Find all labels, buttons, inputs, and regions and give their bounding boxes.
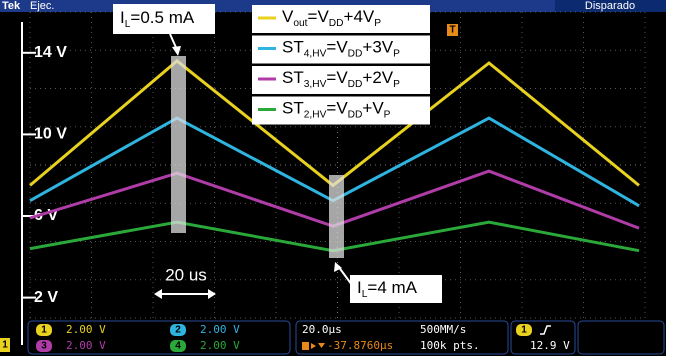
scope-screen: Tek Ejec. Disparado T 1 2 V6 V10 V14 V I… [0,0,676,356]
current-band [171,56,186,233]
subscript: 2,HV [304,109,327,120]
text-part: +V [362,99,384,118]
y-tick-label: 2 V [34,289,58,306]
brand: Tek [2,0,21,12]
channel-id: 4 [175,341,181,352]
trigger-level: 12.9 V [530,339,570,352]
channel-scale: 2.00 V [200,339,240,352]
y-tick-label: 14 V [34,44,67,61]
channel-id: 3 [41,341,47,352]
trigger-channel: 1 [521,325,527,336]
subscript: DD [348,48,363,59]
text-part: =V [326,68,348,87]
timebase: 20.0µs [302,323,342,336]
channel-id: 2 [175,325,181,336]
channel-scale: 2.00 V [66,323,106,336]
subscript: out [293,18,307,29]
channel-scale: 2.00 V [66,339,106,352]
time-scale: 20 us [165,265,207,284]
y-tick-label: 10 V [34,126,67,143]
subscript: 4,HV [304,48,327,59]
sample-rate: 500MM/s [420,323,466,336]
subscript: P [374,18,381,29]
subscript: P [393,48,400,59]
subscript: DD [329,18,344,29]
text-part: =V [326,99,348,118]
readout-bar: 1 2.00 V 2 2.00 V 3 2.00 V 4 2.00 V 20.0µs 500MM/… [28,321,664,354]
trigger-status: Disparado [585,0,635,12]
text-part: +4V [344,7,375,26]
subscript: DD [348,109,363,120]
page: Tek Ejec. Disparado T 1 2 V6 V10 V14 V I… [0,0,676,356]
text-part: +2V [362,68,393,87]
legend-label: ST4,HV=VDD+3VP [282,38,400,59]
text-part: ST [282,38,304,57]
text-part: V [282,7,294,26]
legend-label: ST3,HV=VDD+2VP [282,68,400,89]
run-mode: Ejec. [30,0,54,12]
text-part: +3V [362,38,393,57]
text-part: ST [282,99,304,118]
text-part: =0.5 mA [130,8,194,27]
subscript: P [384,109,391,120]
record-length: 100k pts. [420,339,480,352]
ground-marker: 1 [2,340,8,351]
text-part: =4 mA [367,278,417,297]
readout-box [578,321,664,354]
text-part: =V [308,7,330,26]
note-label: IL=0.5 mA [120,8,195,29]
channel-id: 1 [41,325,47,336]
trigger-marker: T [449,25,455,36]
position: -37.8760µs [327,339,393,352]
subscript: DD [348,79,363,90]
subscript: 3,HV [304,79,327,90]
current-band [329,175,344,258]
text-part: ST [282,68,304,87]
legend-label: ST2,HV=VDD+VP [282,99,391,120]
subscript: P [393,79,400,90]
channel-scale: 2.00 V [200,323,240,336]
text-part: =V [326,38,348,57]
